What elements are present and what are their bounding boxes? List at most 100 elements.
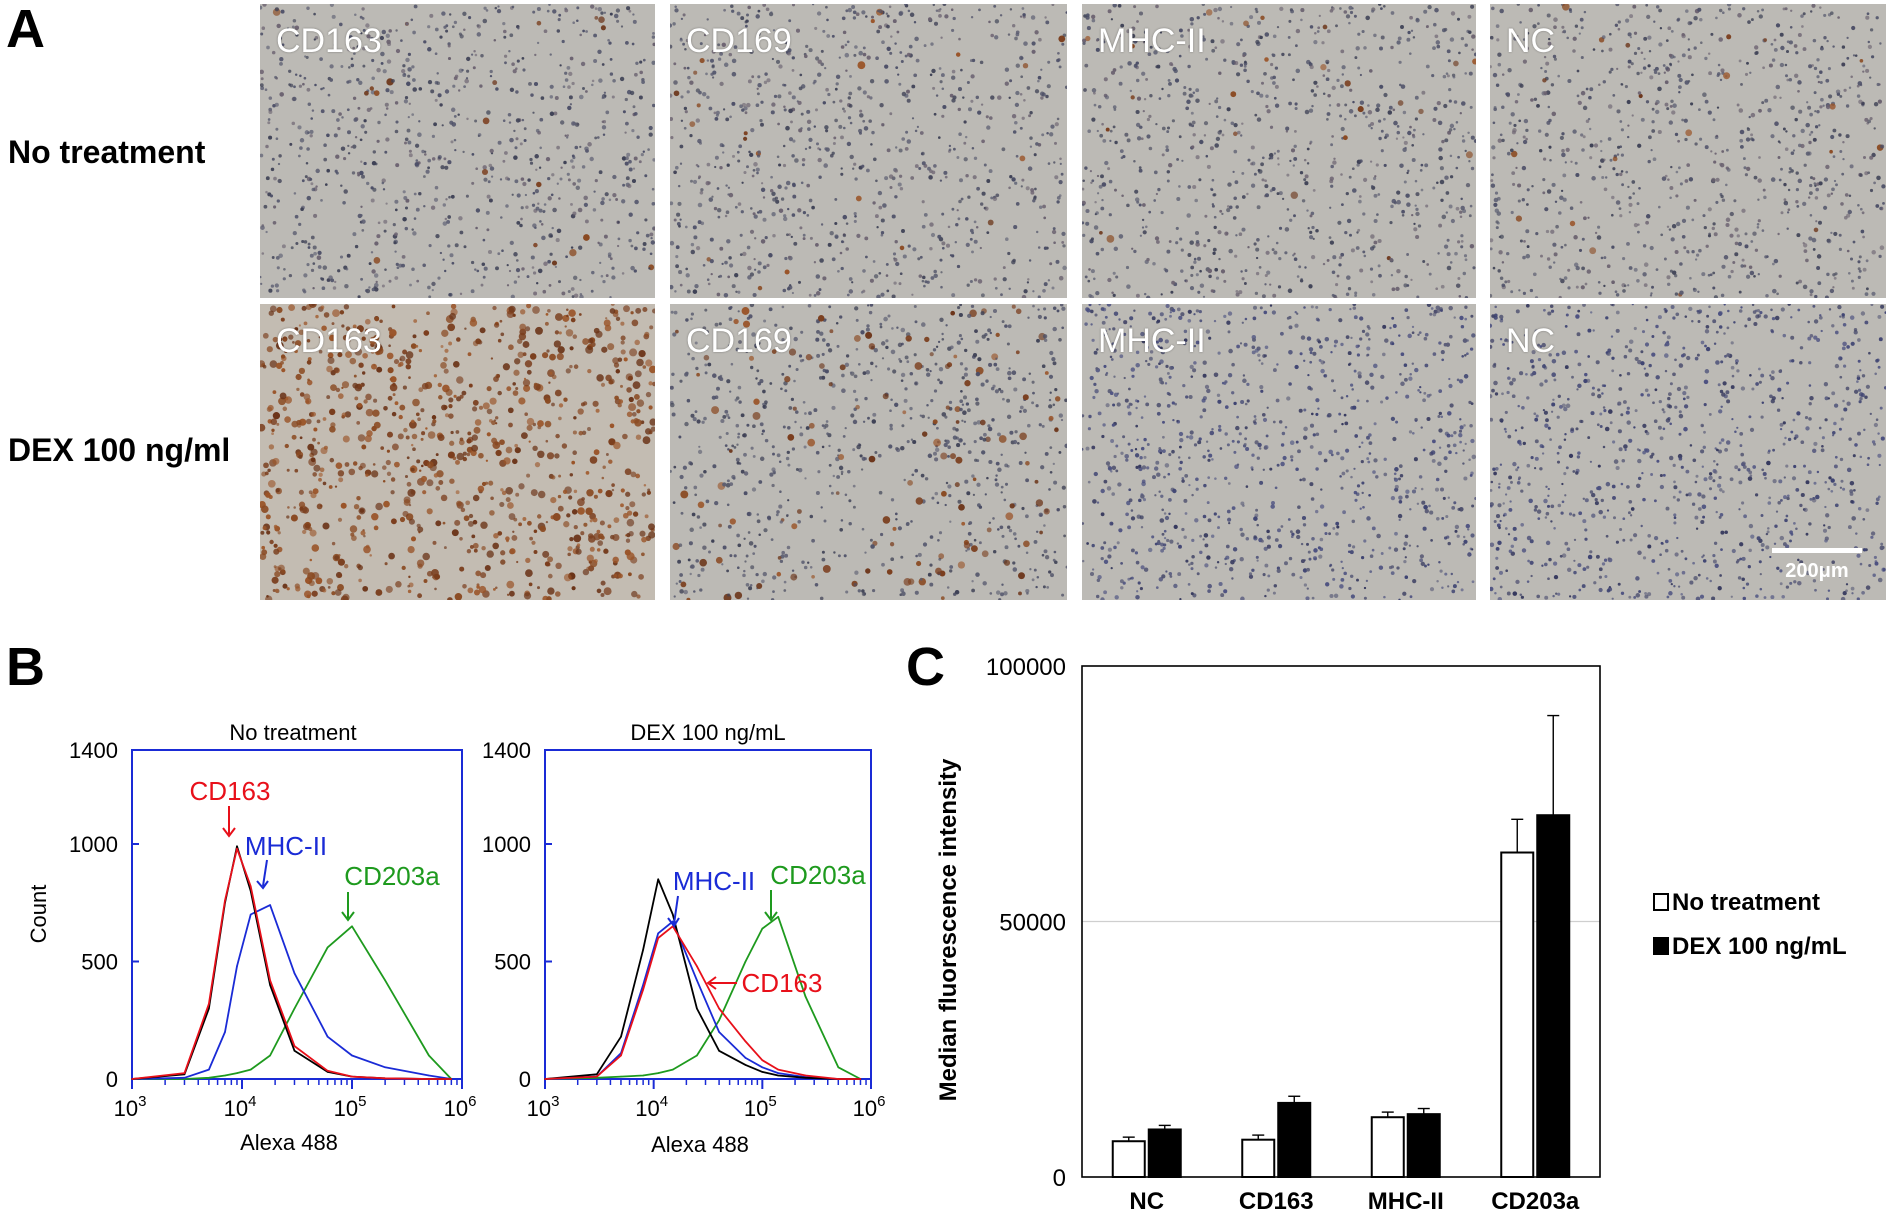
row-label-no-treatment: No treatment [8,134,206,170]
micrograph-grid: CD163 CD169 MHC-II NC CD163 CD169 MHC-II… [260,4,1888,600]
histogram-point [777,1072,779,1074]
histogram-point [326,1035,329,1038]
histogram-point [620,1054,622,1057]
annotation-cd163: CD163 [742,968,823,998]
annotation-arrow [262,859,268,887]
x-tick-label: 103 [527,1093,560,1121]
histogram-point [293,972,296,975]
histogram-point [718,1031,720,1033]
micrograph-dex-cd163: CD163 [260,304,655,600]
histogram-point [131,1078,133,1080]
histogram-point [777,916,779,918]
histogram-point [269,1054,271,1057]
legend-label: DEX 100 ng/mL [1672,933,1847,960]
panel-c-bar-chart: 100000 50000 0 NC CD163 MHC-II CD203a Median … [935,654,1847,1215]
y-tick-label: 50000 [999,910,1066,937]
histogram-point [293,1007,296,1010]
x-tick-label: 106 [853,1093,886,1121]
annotation-mhc-ii: MHC-II [245,831,327,861]
scale-bar-line [1772,548,1862,553]
histogram-title: DEX 100 ng/mL [630,720,785,745]
micrograph-dex-mhc-ii: MHC-II [1082,304,1476,600]
histogram-point [657,878,659,881]
micrograph-no-treatment-nc: NC [1490,4,1886,298]
histogram-point [761,1071,764,1073]
histogram-point [236,1072,238,1074]
bar-dex [1536,814,1571,1178]
scale-bar-label: 200μm [1785,560,1849,582]
histogram-point [696,1054,698,1057]
histogram-point [642,949,644,951]
annotation-arrowhead [667,917,680,928]
y-axis-label: Count [26,885,51,944]
bar-no-treatment [1370,1116,1405,1179]
histogram-point [208,1077,210,1079]
histogram-point [657,932,659,935]
x-axis-label: Alexa 488 [651,1132,749,1157]
histogram-series-cd163 [544,925,861,1080]
plot-frame [1081,665,1601,1178]
x-tick-label: NC [1129,1188,1164,1215]
histogram-point [351,925,353,928]
panel-a-letter: A [6,0,45,59]
micrograph-label: CD169 [686,22,792,60]
annotation-cd203a: CD203a [344,861,440,891]
y-tick-label: 500 [494,950,531,975]
histogram-point [183,1077,186,1079]
y-tick-label: 0 [1053,1165,1066,1192]
histogram-series-cd203a [544,915,861,1080]
histogram-point [761,1066,764,1069]
histogram-point [183,1072,186,1074]
annotation-mhc-ii: MHC-II [673,866,755,896]
x-tick-label: 104 [224,1093,257,1121]
histogram-point [384,979,386,982]
micrograph-label: MHC-II [1098,322,1206,360]
micrograph-label: CD169 [686,322,792,360]
x-tick-label: 105 [334,1093,367,1121]
micrograph-label: CD163 [276,322,382,360]
histogram-point [208,1068,210,1071]
histogram-point [208,1007,210,1010]
y-tick-label: 1000 [69,832,118,857]
histogram-point [293,1050,296,1052]
panel-c-letter: C [906,637,945,697]
histogram-point [837,1066,840,1069]
micrograph-label: NC [1506,322,1556,360]
histogram-point [293,1045,296,1047]
histogram-point [672,913,674,916]
histogram-point [696,979,698,982]
y-axis-label: Median fluorescence intensity [935,758,962,1101]
histogram-point [384,1066,386,1069]
histogram-point [620,1035,622,1038]
histogram-point [384,1077,386,1080]
histogram-point [351,1075,353,1078]
histogram-no-treatment: No treatment 1400 1000 500 0 103 104 105 106 A… [69,720,476,1155]
row-label-dex: DEX 100 ng/ml [8,432,231,468]
histogram-point [804,1077,807,1079]
histogram-point [236,965,238,967]
legend-swatch [1653,893,1669,911]
plot-frame [544,749,872,1080]
histogram-point [744,1057,747,1059]
histogram-point [428,1078,430,1080]
bar-dex [1406,1113,1441,1179]
histogram-point [208,1003,210,1005]
annotation-arrowhead [256,880,269,890]
histogram-point [761,1059,764,1061]
micrograph-label: CD163 [276,22,382,60]
histogram-series-mhc-ii [131,904,452,1080]
histogram-point [596,1073,598,1076]
legend-label: No treatment [1672,889,1820,916]
histogram-point [718,1019,720,1022]
bar-dex [1147,1128,1182,1178]
legend: No treatment DEX 100 ng/mL [1653,889,1847,960]
histogram-point [804,1074,807,1077]
histogram-point [859,1078,862,1080]
histogram-title: No treatment [229,720,356,745]
annotation-arrow [673,895,679,925]
histogram-series-cd203a [132,925,452,1080]
histogram-point [326,946,329,949]
micrograph-dex-cd169: CD169 [670,304,1067,600]
y-tick-label: 0 [106,1067,118,1092]
